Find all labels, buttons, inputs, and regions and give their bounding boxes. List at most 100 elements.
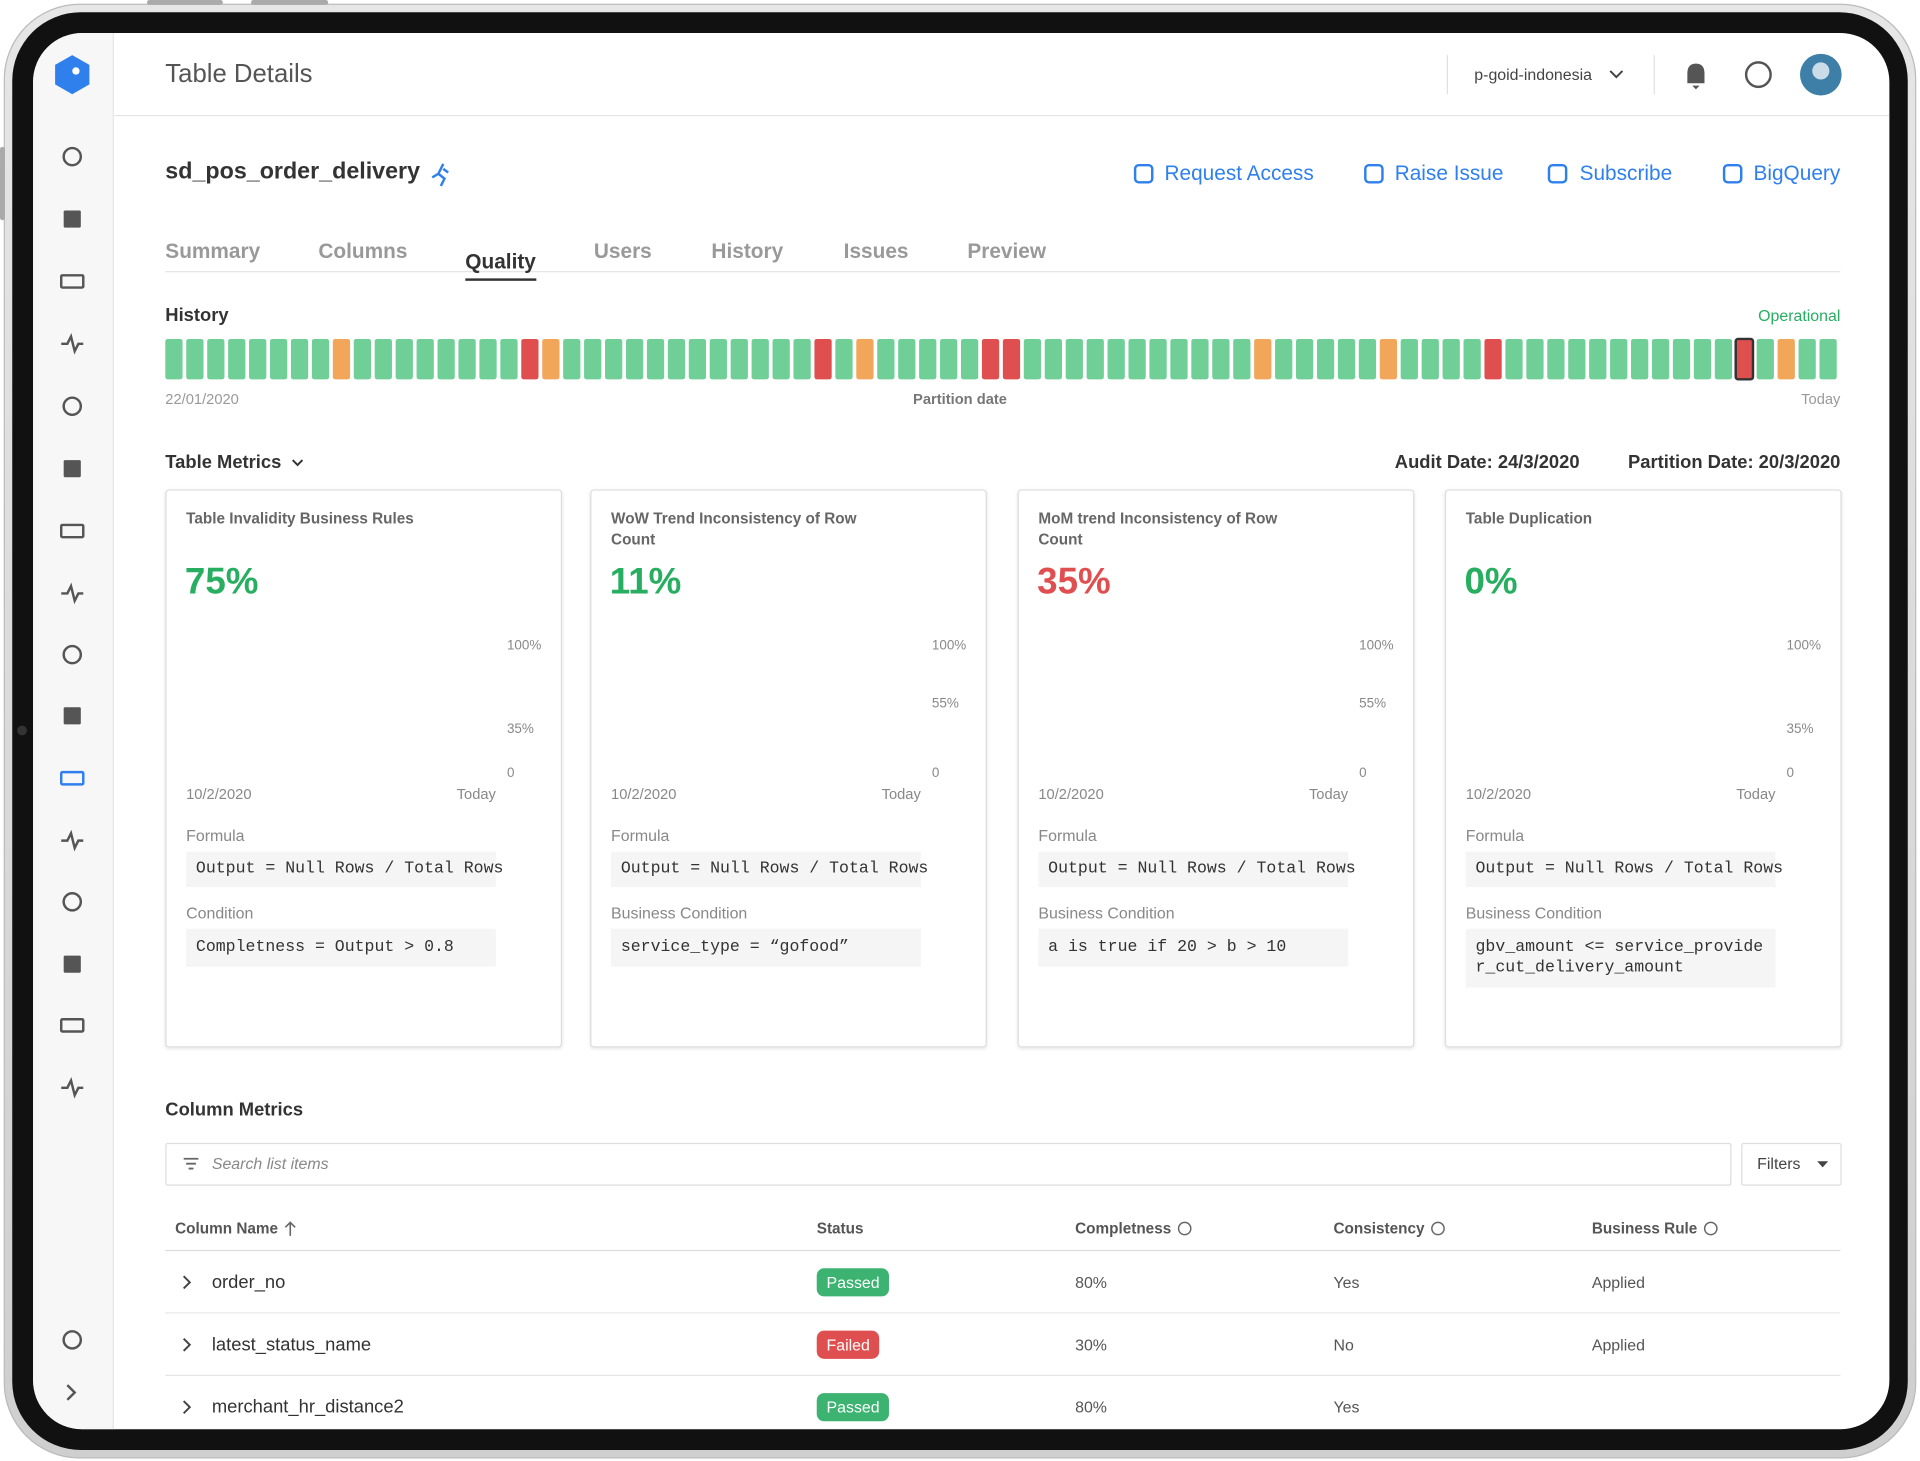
history-bar[interactable] bbox=[479, 338, 497, 380]
history-bar[interactable] bbox=[165, 338, 183, 380]
history-bar[interactable] bbox=[877, 338, 895, 380]
nav-icon[interactable] bbox=[61, 582, 84, 605]
expand-chevron[interactable] bbox=[182, 1275, 192, 1290]
history-bar[interactable] bbox=[1798, 338, 1816, 380]
history-bar[interactable] bbox=[1002, 338, 1021, 380]
metrics-title[interactable]: Table Metrics bbox=[165, 452, 282, 473]
nav-icon[interactable] bbox=[63, 955, 81, 973]
search-box[interactable] bbox=[165, 1142, 1732, 1186]
history-bar[interactable] bbox=[437, 338, 455, 380]
tab[interactable]: Columns bbox=[318, 239, 408, 264]
history-bar[interactable] bbox=[1693, 338, 1712, 380]
tab[interactable]: Users bbox=[593, 239, 652, 264]
history-bar[interactable] bbox=[1777, 338, 1795, 380]
history-bar[interactable] bbox=[374, 338, 392, 380]
history-bar[interactable] bbox=[290, 338, 309, 380]
history-bar[interactable] bbox=[1421, 338, 1439, 380]
nav-icon[interactable] bbox=[60, 770, 85, 786]
history-bar[interactable] bbox=[1756, 338, 1774, 380]
column-header[interactable]: Consistency bbox=[1333, 1219, 1425, 1238]
history-bar[interactable] bbox=[521, 338, 539, 380]
history-bar[interactable] bbox=[1296, 338, 1314, 380]
history-bar[interactable] bbox=[1819, 338, 1837, 380]
history-bar[interactable] bbox=[270, 338, 288, 380]
expand-chevron[interactable] bbox=[182, 1400, 192, 1414]
history-bar[interactable] bbox=[1484, 338, 1502, 380]
history-bar[interactable] bbox=[835, 338, 853, 380]
nav-icon[interactable] bbox=[61, 1076, 84, 1099]
nav-icon[interactable] bbox=[60, 523, 85, 539]
history-bar[interactable] bbox=[1400, 338, 1418, 380]
history-bar[interactable] bbox=[1442, 338, 1460, 380]
column-header[interactable]: Column Name bbox=[175, 1219, 279, 1238]
history-bar[interactable] bbox=[1672, 338, 1691, 380]
history-bar[interactable] bbox=[1358, 338, 1377, 380]
history-bar[interactable] bbox=[981, 338, 1000, 380]
history-bar[interactable] bbox=[960, 338, 979, 380]
action-button[interactable]: Subscribe bbox=[1579, 161, 1673, 185]
history-bar[interactable] bbox=[584, 338, 602, 380]
history-bar[interactable] bbox=[814, 338, 832, 380]
history-bar[interactable] bbox=[793, 338, 811, 380]
project-selector[interactable]: p-goid-indonesia bbox=[1474, 65, 1592, 84]
history-bar[interactable] bbox=[1463, 338, 1481, 380]
history-bar[interactable] bbox=[605, 338, 623, 380]
history-bar[interactable] bbox=[856, 338, 874, 380]
history-bar[interactable] bbox=[1044, 338, 1063, 380]
history-bar[interactable] bbox=[332, 338, 351, 380]
nav-icon[interactable] bbox=[60, 274, 85, 289]
action-button[interactable]: Raise Issue bbox=[1394, 161, 1504, 185]
tab[interactable]: Preview bbox=[967, 239, 1047, 264]
history-bar[interactable] bbox=[395, 338, 413, 380]
history-bar[interactable] bbox=[458, 338, 476, 380]
history-bar[interactable] bbox=[1589, 338, 1607, 380]
bell-icon[interactable] bbox=[1687, 63, 1705, 90]
nav-icon[interactable] bbox=[62, 146, 83, 167]
history-bar[interactable] bbox=[1316, 338, 1335, 380]
history-bar[interactable] bbox=[1254, 338, 1272, 380]
history-bar[interactable] bbox=[228, 338, 246, 380]
history-bar[interactable] bbox=[311, 338, 330, 380]
nav-icon[interactable] bbox=[62, 644, 83, 665]
history-bar[interactable] bbox=[919, 338, 937, 380]
nav-icon[interactable] bbox=[61, 829, 84, 852]
action-button[interactable]: Request Access bbox=[1164, 161, 1314, 185]
nav-icon[interactable] bbox=[62, 892, 83, 912]
history-bar[interactable] bbox=[186, 338, 204, 380]
history-bar[interactable] bbox=[730, 338, 748, 380]
history-bar[interactable] bbox=[249, 338, 267, 380]
history-bar[interactable] bbox=[1212, 338, 1230, 380]
nav-icon[interactable] bbox=[62, 396, 83, 417]
history-bar[interactable] bbox=[1170, 338, 1188, 380]
history-bar[interactable] bbox=[1233, 338, 1251, 380]
column-header[interactable]: Business Rule bbox=[1591, 1219, 1698, 1238]
history-bar[interactable] bbox=[772, 338, 790, 380]
history-bar[interactable] bbox=[353, 338, 372, 380]
history-bar[interactable] bbox=[542, 338, 560, 380]
history-bar[interactable] bbox=[1610, 338, 1628, 380]
history-bar[interactable] bbox=[1275, 338, 1293, 380]
tab[interactable]: Issues bbox=[843, 239, 909, 264]
expand-icon[interactable] bbox=[66, 1384, 77, 1401]
column-header[interactable]: Completness bbox=[1075, 1219, 1172, 1238]
history-bar[interactable] bbox=[625, 338, 644, 380]
history-bar[interactable] bbox=[688, 338, 707, 380]
history-bar[interactable] bbox=[709, 338, 727, 380]
history-bar[interactable] bbox=[1631, 338, 1649, 380]
history-bar[interactable] bbox=[1107, 338, 1125, 380]
history-bar[interactable] bbox=[940, 338, 958, 380]
tab[interactable]: History bbox=[711, 239, 784, 264]
history-bar[interactable] bbox=[667, 338, 686, 380]
nav-icon[interactable] bbox=[63, 707, 81, 725]
nav-icon[interactable] bbox=[62, 1330, 83, 1350]
history-bar[interactable] bbox=[416, 338, 434, 380]
history-bar[interactable] bbox=[1734, 337, 1755, 381]
history-bar[interactable] bbox=[1191, 338, 1209, 380]
history-bar[interactable] bbox=[1128, 338, 1146, 380]
history-bar[interactable] bbox=[207, 338, 225, 380]
history-bar[interactable] bbox=[1714, 338, 1733, 380]
history-bar[interactable] bbox=[1526, 338, 1544, 380]
expand-chevron[interactable] bbox=[182, 1337, 192, 1352]
history-bar[interactable] bbox=[1379, 338, 1398, 380]
nav-icon[interactable] bbox=[63, 210, 81, 228]
